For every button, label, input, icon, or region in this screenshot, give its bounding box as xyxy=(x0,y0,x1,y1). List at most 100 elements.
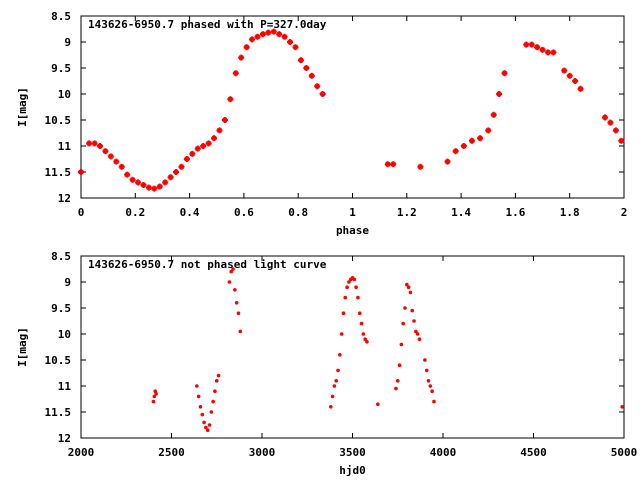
data-point xyxy=(211,135,218,142)
data-point xyxy=(319,91,326,97)
data-point xyxy=(152,394,157,399)
y-tick-label: 9 xyxy=(64,36,71,49)
y-tick-label: 10.5 xyxy=(45,114,72,127)
data-point xyxy=(408,290,413,295)
x-tick-label: 0.6 xyxy=(234,206,254,219)
data-point xyxy=(338,353,342,357)
data-point xyxy=(238,54,245,61)
data-point xyxy=(91,140,98,147)
x-tick-label: 2 xyxy=(621,206,628,219)
data-point xyxy=(202,420,206,425)
data-point xyxy=(231,267,235,271)
data-point xyxy=(477,135,484,142)
data-point xyxy=(384,161,391,168)
data-point xyxy=(612,127,619,134)
data-point xyxy=(485,127,492,134)
data-point xyxy=(86,140,93,147)
y-tick-label: 12 xyxy=(58,432,71,445)
data-point xyxy=(259,31,266,38)
data-point xyxy=(140,182,147,188)
data-point xyxy=(281,33,288,40)
data-point xyxy=(214,379,219,383)
data-point xyxy=(129,176,136,183)
data-point xyxy=(249,36,256,43)
data-point xyxy=(200,143,207,149)
data-point xyxy=(227,96,234,103)
data-point xyxy=(287,39,294,45)
data-point xyxy=(151,399,156,404)
data-point xyxy=(397,363,402,368)
data-point xyxy=(102,148,109,155)
x-tick-label: 2500 xyxy=(158,446,185,459)
data-point xyxy=(297,57,304,64)
data-point xyxy=(426,379,431,383)
data-point xyxy=(417,337,422,342)
data-point xyxy=(227,280,232,284)
data-point xyxy=(292,44,299,51)
chart-title: 143626-6950.7 phased with P=327.0day xyxy=(88,18,327,31)
data-point xyxy=(394,386,398,391)
data-point xyxy=(423,358,427,362)
data-point xyxy=(97,143,104,149)
y-tick-label: 8.5 xyxy=(51,10,71,23)
data-point xyxy=(347,280,351,284)
data-point xyxy=(376,402,380,407)
data-point xyxy=(566,72,573,79)
data-point xyxy=(200,412,205,417)
series-1 xyxy=(151,267,624,433)
x-tick-label: 4500 xyxy=(520,446,547,459)
data-point xyxy=(209,410,214,414)
x-tick-label: 1.8 xyxy=(560,206,580,219)
data-point xyxy=(276,31,283,38)
x-tick-label: 4000 xyxy=(430,446,457,459)
data-point xyxy=(607,119,614,126)
data-point xyxy=(620,405,624,409)
y-tick-label: 9.5 xyxy=(51,302,71,315)
data-point xyxy=(229,269,234,274)
x-tick-label: 1.4 xyxy=(451,206,471,219)
data-point xyxy=(314,83,321,90)
data-point xyxy=(234,301,239,305)
y-tick-label: 10 xyxy=(58,328,71,341)
y-tick-label: 11 xyxy=(58,380,72,393)
data-point xyxy=(452,148,459,155)
x-tick-label: 3000 xyxy=(249,446,276,459)
data-point xyxy=(232,70,239,77)
y-tick-label: 11.5 xyxy=(45,406,72,419)
data-point xyxy=(162,179,169,186)
data-point xyxy=(534,44,541,51)
x-tick-label: 1 xyxy=(349,206,356,219)
data-point xyxy=(78,169,84,175)
data-point xyxy=(544,49,551,56)
data-point xyxy=(390,161,397,168)
data-point xyxy=(236,311,241,316)
data-point xyxy=(403,306,407,310)
data-point xyxy=(523,41,530,48)
data-point xyxy=(113,158,120,165)
data-point xyxy=(363,337,367,342)
x-tick-label: 1.2 xyxy=(397,206,417,219)
data-point xyxy=(151,185,158,192)
data-point xyxy=(118,163,125,170)
data-point xyxy=(205,140,212,147)
data-point xyxy=(107,153,114,160)
data-point xyxy=(539,46,546,53)
data-point xyxy=(577,85,584,92)
data-point xyxy=(265,29,272,36)
data-point xyxy=(196,394,201,399)
y-tick-label: 11.5 xyxy=(45,166,72,179)
data-point xyxy=(359,321,364,326)
data-point xyxy=(424,368,429,373)
data-point xyxy=(412,319,416,323)
data-point xyxy=(428,384,433,388)
data-point xyxy=(356,295,360,300)
data-point xyxy=(243,44,250,51)
y-tick-label: 9.5 xyxy=(51,62,71,75)
data-point xyxy=(328,405,333,409)
series-1 xyxy=(78,28,625,192)
data-point xyxy=(173,169,180,175)
y-tick-label: 8.5 xyxy=(51,250,71,263)
x-axis-label: hjd0 xyxy=(339,464,366,477)
data-point xyxy=(330,394,335,399)
